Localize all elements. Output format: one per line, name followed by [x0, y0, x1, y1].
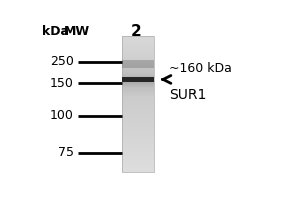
- Text: 250: 250: [50, 55, 74, 68]
- Bar: [122, 77, 154, 82]
- Bar: [122, 36, 154, 172]
- Text: SUR1: SUR1: [169, 88, 206, 102]
- Bar: [122, 60, 154, 68]
- Text: 2: 2: [131, 24, 142, 39]
- Text: 100: 100: [50, 109, 74, 122]
- Text: 150: 150: [50, 77, 74, 90]
- Text: kDa: kDa: [42, 25, 69, 38]
- Text: 75: 75: [58, 146, 74, 159]
- Text: ~160 kDa: ~160 kDa: [169, 62, 232, 75]
- Text: MW: MW: [64, 25, 90, 38]
